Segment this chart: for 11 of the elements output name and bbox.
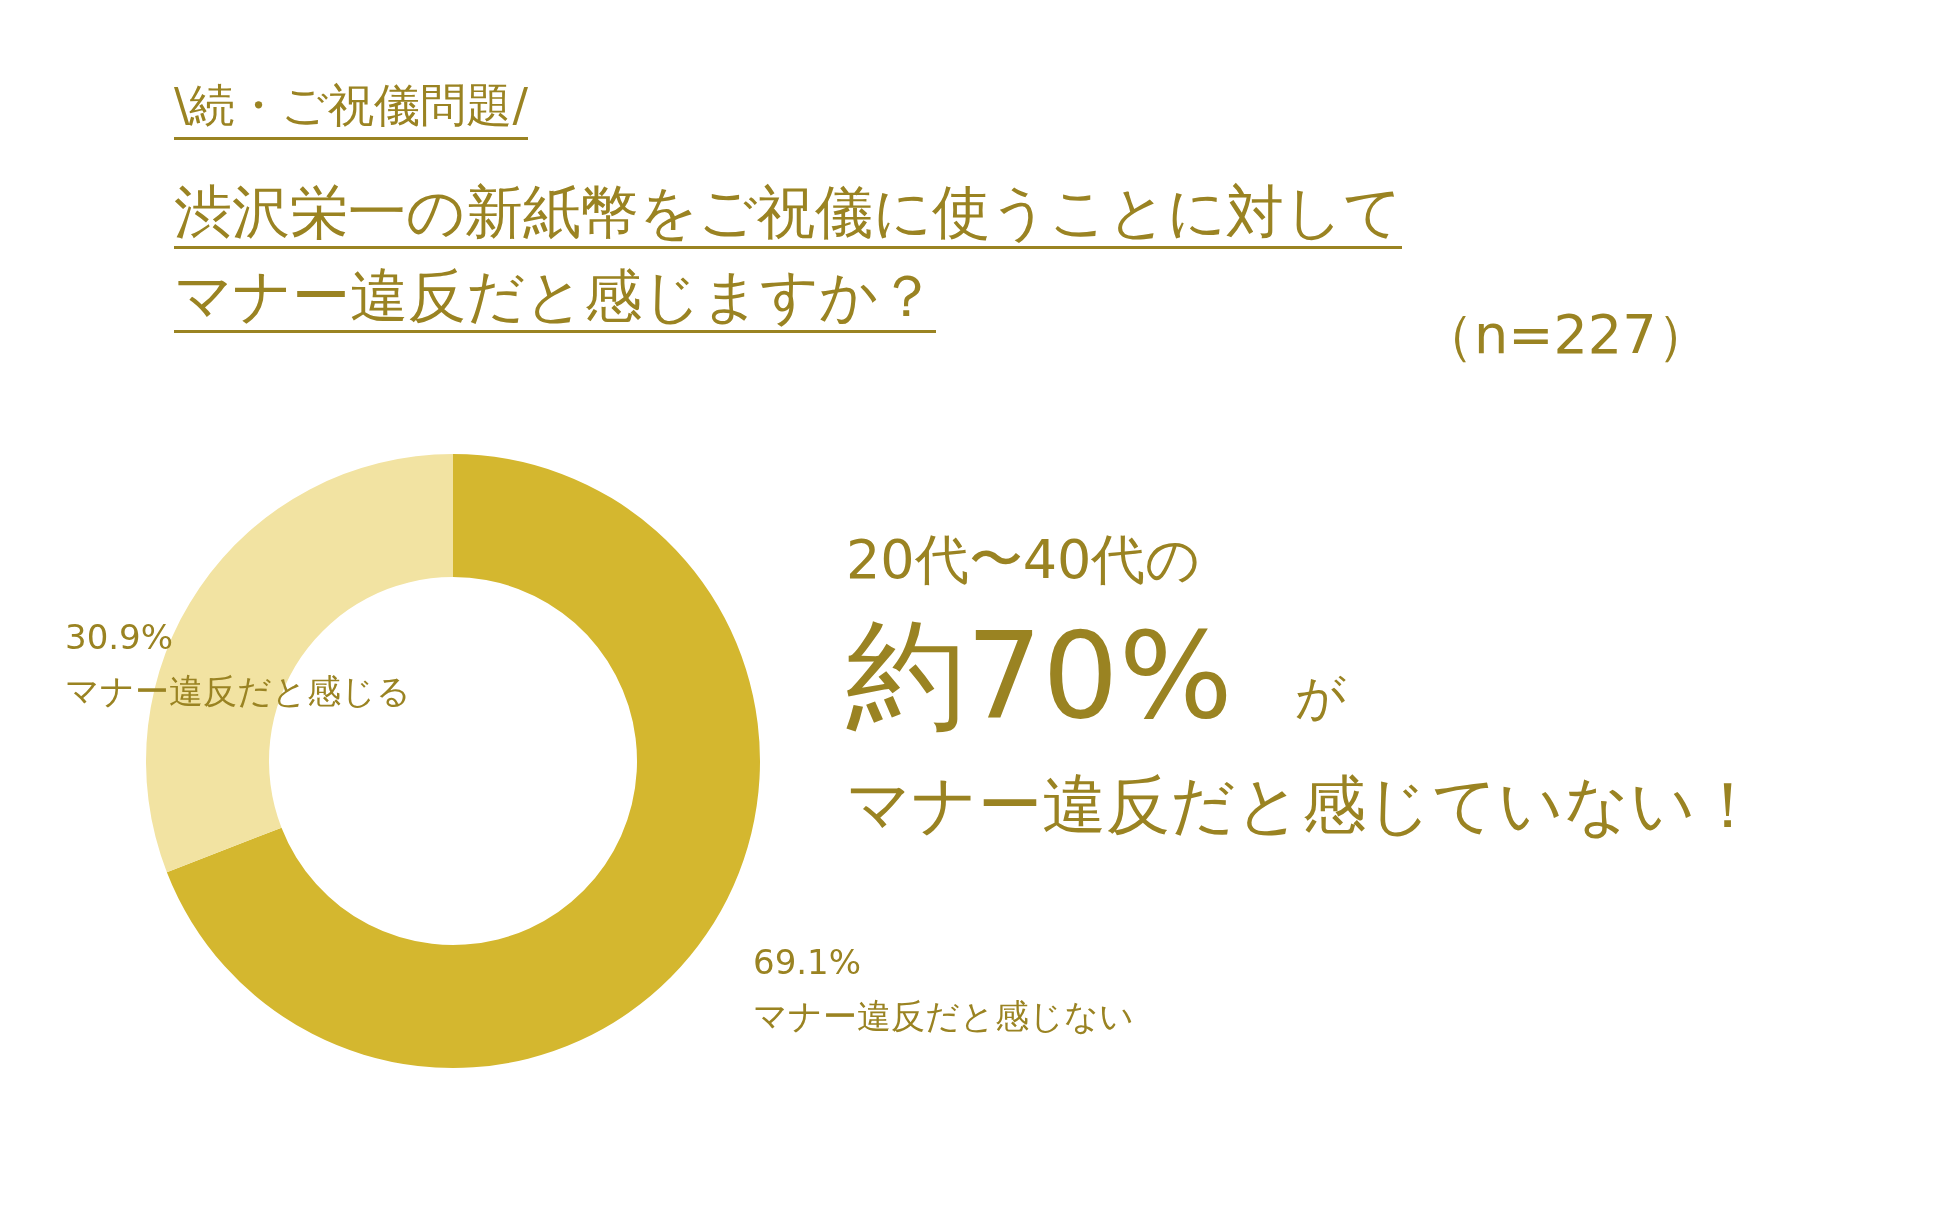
text: （n=227） (1420, 303, 1711, 366)
text: 20代〜40代の (846, 528, 1201, 591)
slice-label: マナー違反だと感じない (753, 995, 1134, 1039)
data-label: 69.1% (753, 941, 862, 984)
slice-label: マナー違反だと感じる (65, 670, 411, 714)
text: 約70% (846, 606, 1233, 745)
text: マナー違反だと感じていない！ (846, 768, 1760, 842)
text: が (1295, 668, 1346, 726)
data-label: 30.9% (65, 616, 174, 659)
chart-title: 渋沢栄一の新紙幣をご祝儀に使うことに対してマナー違反だと感じますか？ (174, 177, 1403, 333)
chart-subtitle: \続・ご祝儀問題/ (174, 78, 528, 140)
